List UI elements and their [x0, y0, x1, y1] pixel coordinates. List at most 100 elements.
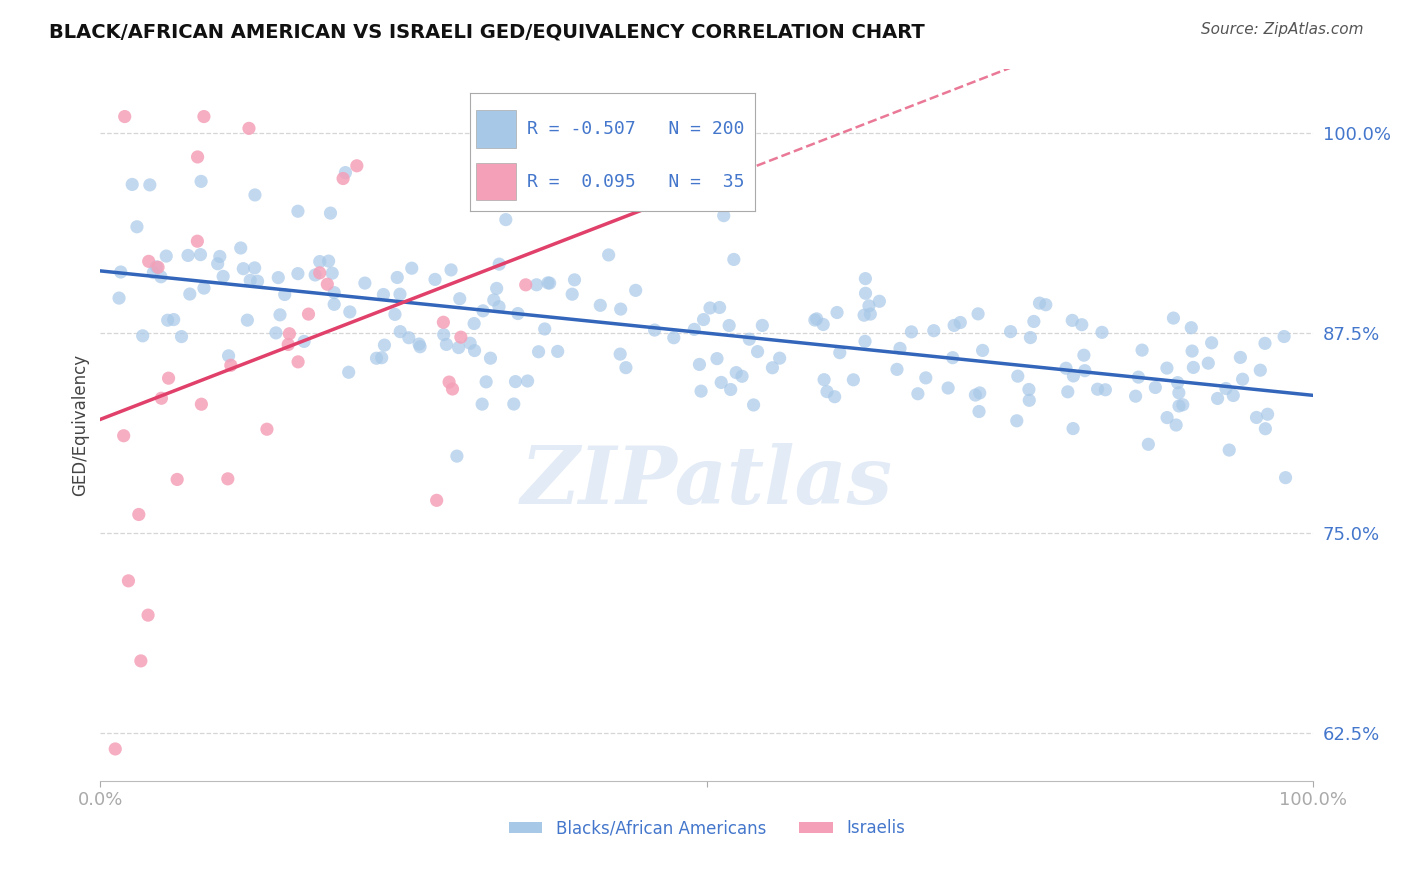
Point [186, 234, 208, 248]
Point [506, 307, 529, 321]
Point [346, 159, 368, 173]
Text: ZIPatlas: ZIPatlas [520, 443, 893, 521]
Point [464, 343, 486, 358]
Point [308, 266, 330, 280]
Point [859, 307, 882, 321]
Point [824, 390, 846, 404]
Point [1272, 329, 1295, 343]
Point [332, 171, 354, 186]
Point [942, 351, 965, 365]
Point [256, 422, 278, 436]
Point [967, 307, 990, 321]
Point [806, 311, 828, 326]
Point [145, 260, 167, 274]
Point [725, 366, 748, 380]
Point [475, 375, 498, 389]
Point [561, 287, 583, 301]
Point [114, 110, 136, 124]
Point [450, 330, 472, 344]
Point [409, 340, 432, 354]
Point [1062, 313, 1084, 327]
Point [731, 369, 754, 384]
Point [389, 325, 412, 339]
Point [868, 294, 890, 309]
Point [1167, 376, 1189, 390]
Point [889, 342, 911, 356]
Point [128, 508, 150, 522]
Point [190, 247, 212, 261]
Point [853, 271, 876, 285]
Point [125, 219, 148, 234]
Point [239, 273, 262, 287]
Point [1128, 370, 1150, 384]
Point [472, 303, 495, 318]
Point [886, 362, 908, 376]
Point [1019, 330, 1042, 344]
Point [308, 254, 330, 268]
Point [287, 204, 309, 219]
Point [598, 248, 620, 262]
Point [437, 375, 460, 389]
Point [972, 343, 994, 358]
Point [104, 742, 127, 756]
Point [662, 331, 685, 345]
Point [155, 249, 177, 263]
Point [218, 349, 240, 363]
Point [609, 302, 631, 317]
Point [354, 276, 377, 290]
Point [813, 373, 835, 387]
Point [482, 293, 505, 307]
Point [292, 334, 315, 349]
Point [1257, 407, 1279, 421]
Point [179, 287, 201, 301]
Point [1166, 417, 1188, 432]
Point [1171, 398, 1194, 412]
Point [471, 397, 494, 411]
Point [335, 165, 357, 179]
Point [853, 334, 876, 349]
Point [236, 313, 259, 327]
Point [112, 428, 135, 442]
Point [1018, 383, 1040, 397]
Point [1007, 369, 1029, 384]
Point [1005, 414, 1028, 428]
Point [502, 397, 524, 411]
Point [129, 654, 152, 668]
Text: BLACK/AFRICAN AMERICAN VS ISRAELI GED/EQUIVALENCY CORRELATION CHART: BLACK/AFRICAN AMERICAN VS ISRAELI GED/EQ… [49, 22, 925, 41]
Point [644, 323, 666, 337]
Point [720, 383, 742, 397]
Point [243, 188, 266, 202]
Point [1087, 382, 1109, 396]
Point [1249, 363, 1271, 377]
Point [446, 449, 468, 463]
Point [1197, 356, 1219, 370]
Point [811, 318, 834, 332]
Point [108, 291, 131, 305]
Point [858, 299, 880, 313]
Point [825, 305, 848, 319]
Point [943, 318, 966, 333]
Point [1156, 361, 1178, 376]
Point [441, 382, 464, 396]
Point [515, 277, 537, 292]
Point [589, 298, 612, 312]
Point [751, 318, 773, 333]
Point [1180, 320, 1202, 334]
Point [163, 312, 186, 326]
Point [1056, 384, 1078, 399]
Text: Source: ZipAtlas.com: Source: ZipAtlas.com [1201, 22, 1364, 37]
Point [761, 360, 783, 375]
Point [688, 358, 710, 372]
Point [683, 322, 706, 336]
Point [1000, 325, 1022, 339]
Point [297, 307, 319, 321]
Point [373, 287, 395, 301]
Point [842, 373, 865, 387]
Point [709, 301, 731, 315]
Point [949, 316, 972, 330]
Point [723, 252, 745, 267]
Point [738, 332, 761, 346]
Legend: Blacks/African Americans, Israelis: Blacks/African Americans, Israelis [502, 813, 911, 844]
Point [713, 209, 735, 223]
Point [1074, 364, 1097, 378]
